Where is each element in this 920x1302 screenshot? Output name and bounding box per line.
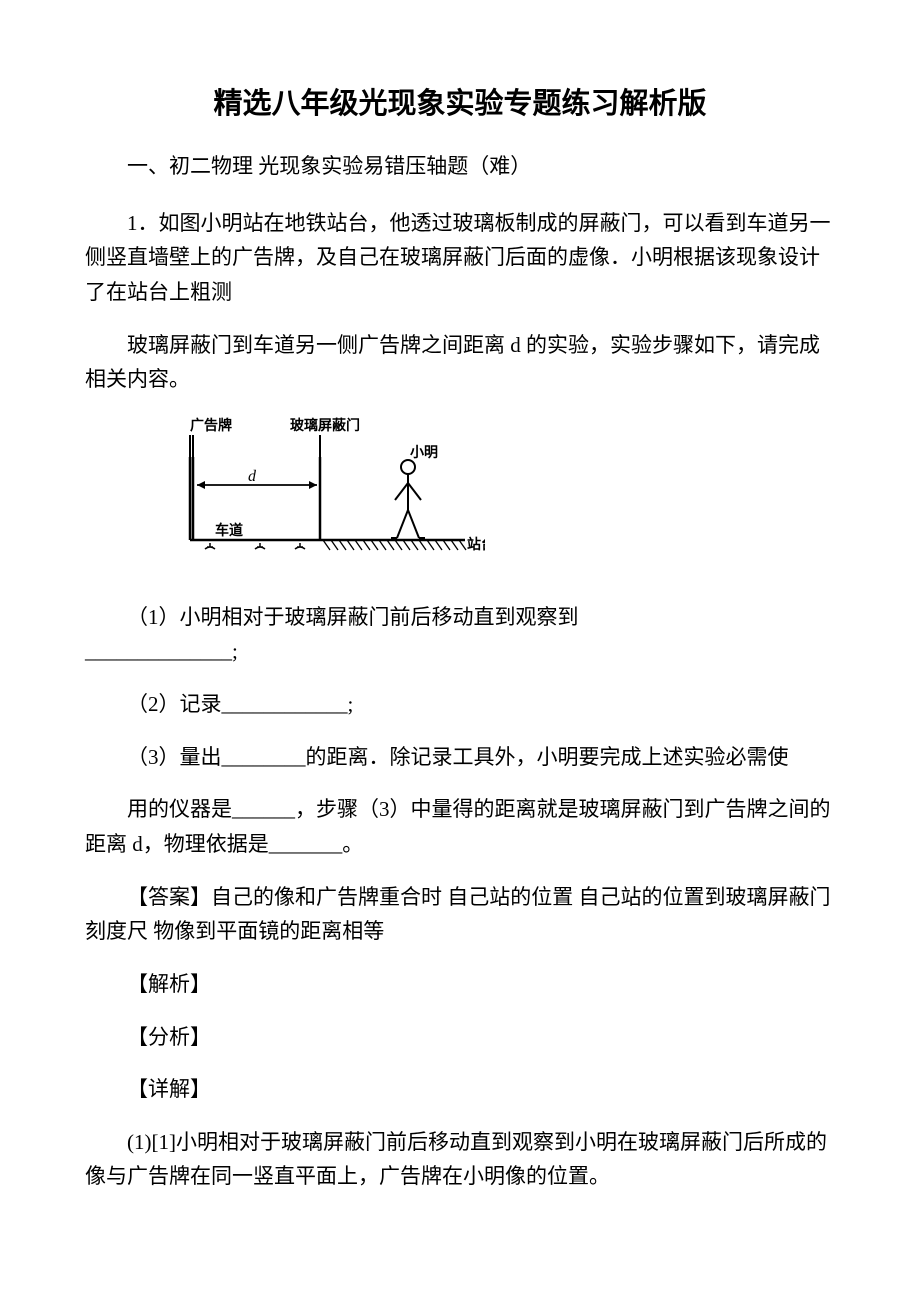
section-header: 一、初二物理 光现象实验易错压轴题（难） [85, 150, 835, 184]
ad-board-label: 广告牌 [190, 417, 232, 434]
question-continuation: 玻璃屏蔽门到车道另一侧广告牌之间距离 d 的实验，实验步骤如下，请完成相关内容。 [85, 328, 835, 397]
experiment-diagram: 广告牌 玻璃屏蔽门 小明 d 车道 [175, 415, 835, 580]
document-title: 精选八年级光现象实验专题练习解析版 [85, 80, 835, 122]
answer-label: 【答案】 [127, 885, 211, 909]
detail-label: 【详解】 [85, 1072, 835, 1107]
sub-question-3-line2: 用的仪器是______，步骤（3）中量得的距离就是玻璃屏蔽门到广告牌之间的距离 … [85, 792, 835, 861]
lane-label: 车道 [215, 522, 243, 539]
sub-q1-text: （1）小明相对于玻璃屏蔽门前后移动直到观察到 [127, 605, 579, 629]
sub-q3-line2-pre: 用的仪器是 [127, 797, 232, 821]
sub-q2-blank: ____________ [222, 692, 348, 716]
analysis-label: 【解析】 [85, 967, 835, 1002]
sub-q3-blank2: ______ [232, 797, 295, 821]
sub-q3-end: 。 [342, 832, 363, 856]
sub-question-2: （2）记录____________; [85, 687, 835, 722]
sub-q3-pre: （3）量出 [127, 745, 222, 769]
sub-q3-mid: 的距离．除记录工具外，小明要完成上述实验必需使 [306, 745, 789, 769]
xiaoming-label: 小明 [410, 445, 438, 461]
screen-door-label: 玻璃屏蔽门 [290, 417, 360, 434]
sub-q1-blank: ______________ [85, 639, 232, 663]
sub-q2-pre: （2）记录 [127, 692, 222, 716]
question-intro: 1．如图小明站在地铁站台，他透过玻璃板制成的屏蔽门，可以看到车道另一侧竖直墙壁上… [85, 206, 835, 310]
sub-question-3: （3）量出________的距离．除记录工具外，小明要完成上述实验必需使 [85, 740, 835, 775]
detail-text: (1)[1]小明相对于玻璃屏蔽门前后移动直到观察到小明在玻璃屏蔽门后所成的像与广… [85, 1125, 835, 1194]
distance-label: d [248, 468, 257, 485]
sub-q1-end: ; [232, 639, 238, 663]
answer-block: 【答案】自己的像和广告牌重合时 自己站的位置 自己站的位置到玻璃屏蔽门 刻度尺 … [85, 880, 835, 949]
sub-q2-end: ; [348, 692, 354, 716]
sub-question-1: （1）小明相对于玻璃屏蔽门前后移动直到观察到 ______________; [85, 600, 835, 669]
fenxi-label: 【分析】 [85, 1020, 835, 1055]
sub-q3-blank3: _______ [269, 832, 343, 856]
platform-label: 站台 [467, 536, 485, 553]
sub-q3-blank1: ________ [222, 745, 306, 769]
